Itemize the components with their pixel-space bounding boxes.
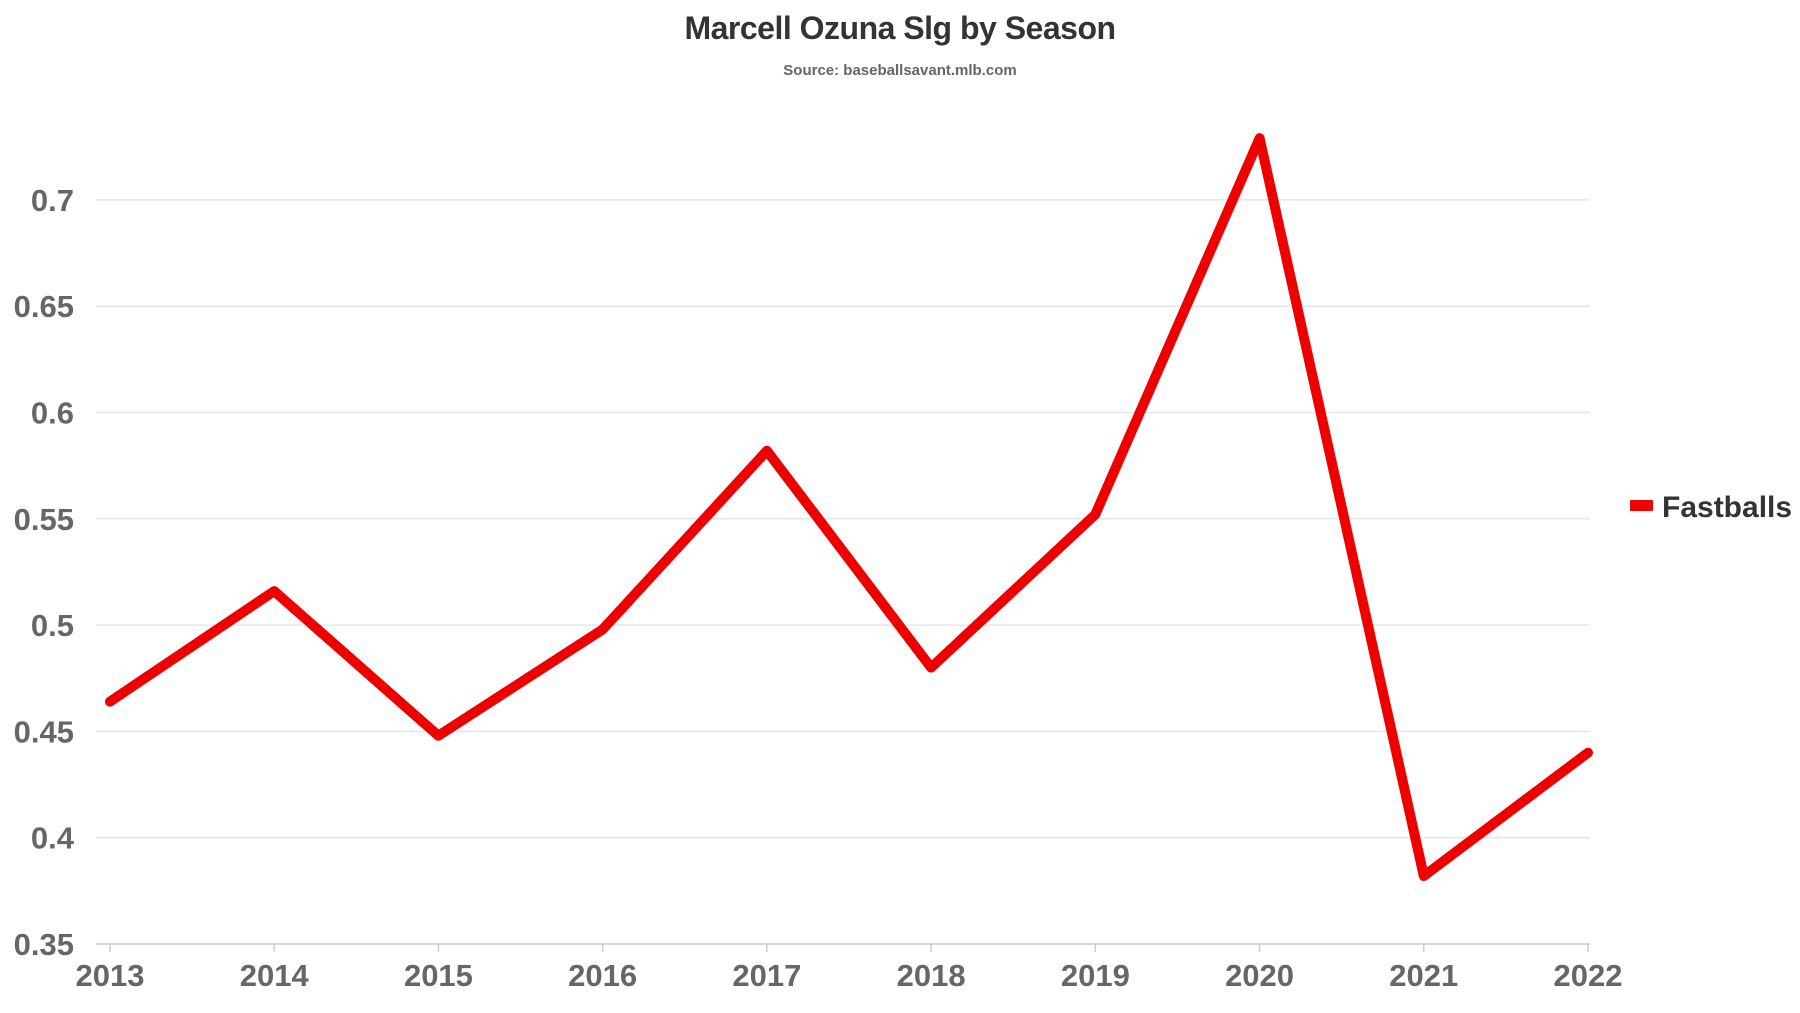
x-tick-label: 2013 [76,958,145,993]
y-tick-label: 0.7 [31,183,74,218]
x-tick-label: 2018 [897,958,966,993]
y-tick-label: 0.65 [14,289,74,324]
series-line-fastballs [105,133,1593,881]
y-tick-label: 0.35 [14,927,74,962]
x-tick-label: 2020 [1225,958,1294,993]
y-tick-label: 0.4 [31,821,75,856]
x-tick-label: 2014 [240,958,310,993]
x-tick-label: 2016 [568,958,637,993]
x-tick-label: 2021 [1389,958,1458,993]
x-tick-label: 2022 [1554,958,1623,993]
chart-subtitle: Source: baseballsavant.mlb.com [783,62,1017,79]
x-tick-label: 2019 [1061,958,1130,993]
y-tick-label: 0.55 [14,502,74,537]
legend-swatch [1630,500,1653,511]
legend-label[interactable]: Fastballs [1662,491,1792,524]
axes [96,943,1590,952]
x-tick-label: 2015 [404,958,473,993]
legend[interactable]: Fastballs [1630,491,1792,524]
y-tick-label: 0.6 [31,396,74,431]
gridlines [96,199,1590,839]
x-axis-tick-labels: 2013 2014 2015 2016 2017 2018 2019 2020 2021 2022 [76,958,1623,993]
y-tick-label: 0.5 [31,608,74,643]
y-tick-label: 0.45 [14,714,74,749]
y-axis-tick-labels: 0.35 0.4 0.45 0.5 0.55 0.6 0.65 0.7 [14,183,75,962]
chart-title: Marcell Ozuna Slg by Season [684,10,1116,46]
x-tick-label: 2017 [732,958,801,993]
series-lines [105,133,1593,881]
